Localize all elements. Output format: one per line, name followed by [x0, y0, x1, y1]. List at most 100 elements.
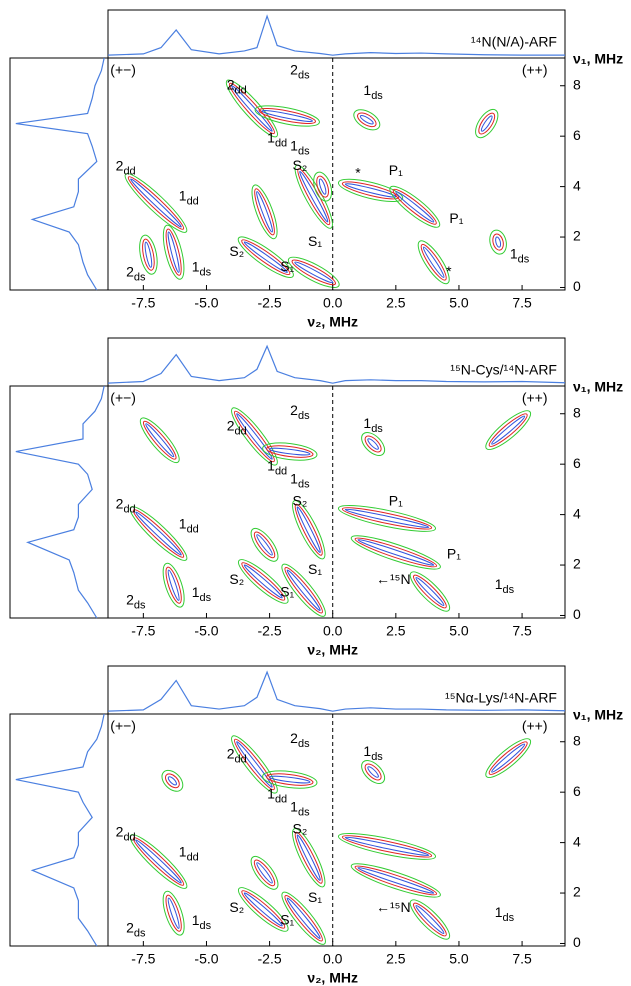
- contour: [475, 108, 499, 139]
- contour: [139, 234, 158, 275]
- contour: [256, 534, 273, 556]
- ridge: [237, 887, 289, 932]
- contour: [139, 417, 180, 464]
- contour: [161, 769, 184, 792]
- annotation-sub: dd: [235, 425, 247, 437]
- panel-title: ¹⁵Nα-Lys/¹⁴N-ARF: [445, 690, 557, 706]
- top-projection-frame: [107, 337, 566, 386]
- ridge: [361, 432, 386, 456]
- contour: [313, 171, 333, 202]
- annotation-sub: ds: [134, 271, 146, 283]
- y-tick-label: 6: [573, 455, 581, 471]
- annotation: 1ds: [363, 81, 383, 101]
- contour: [145, 423, 175, 458]
- contour: [254, 105, 320, 127]
- contour: [491, 415, 526, 445]
- annotation-sub: ds: [518, 254, 530, 266]
- annotation: S₂: [292, 821, 307, 837]
- ridge: [287, 256, 340, 288]
- annotation-sub: dd: [123, 831, 135, 843]
- contour: [294, 164, 333, 229]
- contour: [357, 539, 435, 566]
- contour: [353, 109, 381, 131]
- y-tick-label: 6: [573, 783, 581, 799]
- ridge: [489, 229, 507, 255]
- annotation: 1dd: [179, 515, 199, 535]
- contour: [344, 836, 430, 856]
- contour: [253, 859, 276, 887]
- annotation: 1ds: [510, 245, 530, 265]
- contour: [251, 184, 278, 240]
- contour: [167, 231, 180, 273]
- ridge: [409, 571, 451, 612]
- y-tick-label: 8: [573, 404, 581, 420]
- contour: [142, 420, 177, 460]
- annotation-main: 2: [227, 76, 235, 92]
- contour: [269, 775, 311, 784]
- contour: [284, 567, 323, 614]
- annotation: (+−): [110, 717, 136, 733]
- annotation: 2ds: [126, 591, 146, 611]
- contour: [413, 902, 447, 937]
- ridge: [337, 178, 404, 203]
- ridge: [162, 562, 185, 608]
- contour: [129, 506, 188, 561]
- panel: -7.5 -5.0 -2.5 0.0 2.5 5.0 7.5 0 2 4 6 8 ν₂, MHz ν₁, …: [9, 9, 623, 330]
- annotation-main: 1: [363, 743, 371, 759]
- contour: [409, 571, 451, 612]
- contour: [354, 865, 438, 896]
- annotation: *: [355, 165, 361, 181]
- contour: [234, 410, 275, 463]
- contour: [164, 773, 180, 789]
- ridge: [337, 504, 437, 532]
- annotation: S₁: [280, 911, 294, 927]
- annotation: 1dd: [267, 785, 287, 805]
- top-projection-frame: [107, 9, 566, 58]
- ridge: [161, 769, 184, 792]
- contour: [162, 562, 185, 608]
- annotation: S₂: [292, 493, 307, 509]
- contour: [359, 115, 374, 125]
- annotation: 2dd: [227, 417, 247, 437]
- x-tick-label: 7.5: [512, 295, 532, 311]
- contour: [237, 236, 294, 278]
- x-tick-label: 2.5: [386, 623, 406, 639]
- x-tick-label: 5.0: [449, 623, 469, 639]
- contour: [294, 261, 334, 284]
- contour: [415, 905, 445, 934]
- annotation-main: 2: [227, 745, 235, 761]
- ridge: [292, 828, 326, 888]
- contour: [144, 241, 153, 268]
- contour: [129, 834, 188, 889]
- ridge: [251, 184, 278, 240]
- plot-frame: [107, 713, 566, 947]
- y-tick-label: 0: [573, 606, 581, 622]
- annotation-main: 1: [495, 576, 503, 592]
- contour: [241, 562, 286, 601]
- annotation-sub: ds: [371, 751, 383, 763]
- y-tick-label: 6: [573, 127, 581, 143]
- contour: [341, 181, 400, 200]
- contour: [357, 867, 435, 894]
- x-tick-label: 0.0: [323, 951, 343, 967]
- contour: [286, 897, 321, 939]
- ridge: [129, 506, 188, 561]
- annotation-sub: dd: [275, 138, 287, 150]
- x-axis-label: ν₂, MHz: [307, 314, 358, 330]
- contour: [350, 863, 441, 898]
- x-tick-label: -5.0: [194, 623, 218, 639]
- left-projection-frame: [9, 713, 108, 947]
- contour: [165, 566, 182, 604]
- annotation: S₁: [308, 889, 322, 905]
- annotation: P₁: [389, 162, 403, 178]
- contour: [284, 895, 323, 942]
- contour: [495, 236, 502, 248]
- annotation: S₂: [292, 157, 307, 173]
- contour: [162, 890, 185, 936]
- ridge: [409, 899, 451, 940]
- contour: [337, 832, 437, 860]
- annotation-sub: ds: [200, 920, 212, 932]
- contour: [124, 173, 188, 233]
- contour: [364, 435, 382, 453]
- contour: [294, 831, 323, 884]
